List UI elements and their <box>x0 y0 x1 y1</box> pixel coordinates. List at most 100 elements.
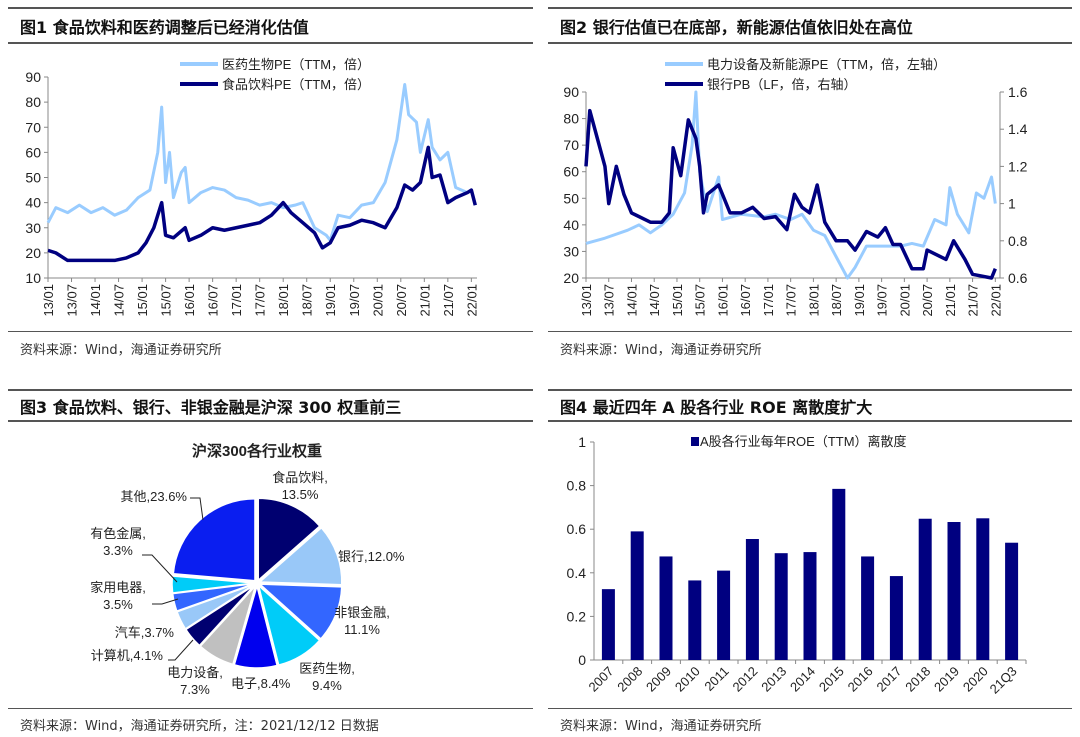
divider <box>8 708 533 709</box>
x-tick-label: 18/07 <box>829 284 844 317</box>
pie-label-name: 银行, <box>338 549 368 564</box>
pie-label: 非银金融, <box>334 605 390 620</box>
pie-label: 电力设备, <box>167 665 223 680</box>
pie-label-name: 计算机, <box>91 648 134 663</box>
x-tick-label: 20/01 <box>370 284 385 317</box>
legend-label: A股各行业每年ROE（TTM）离散度 <box>700 434 907 449</box>
y-tick-label: 10 <box>25 270 41 286</box>
y-tick-label: 50 <box>563 190 579 206</box>
x-tick-label: 19/07 <box>875 284 890 317</box>
y-tick-label: 50 <box>25 170 41 186</box>
x-tick-label: 19/01 <box>323 284 338 317</box>
bar <box>947 522 961 660</box>
bar <box>889 576 903 660</box>
y2-tick-label: 0.6 <box>1008 270 1028 286</box>
pie-label-pct: 3.3% <box>103 543 133 558</box>
divider <box>548 7 1072 9</box>
pie-slice <box>172 498 256 582</box>
pie-label: 电子,8.4% <box>231 676 291 691</box>
y-tick-label: 0.6 <box>567 521 587 537</box>
x-tick-label: 19/07 <box>347 284 362 317</box>
divider <box>8 420 533 422</box>
x-tick-label: 17/07 <box>784 284 799 317</box>
x-tick-label: 17/07 <box>253 284 268 317</box>
x-tick-label: 13/01 <box>579 284 594 317</box>
divider <box>8 331 533 332</box>
y-tick-label: 0 <box>578 652 586 668</box>
legend-label: 食品饮料PE（TTM，倍） <box>222 77 370 92</box>
bar <box>1005 542 1019 660</box>
figure-1-source: 资料来源：Wind，海通证券研究所 <box>20 343 222 358</box>
x-tick-label: 14/07 <box>112 284 127 317</box>
divider <box>548 331 1072 332</box>
x-tick-label: 15/01 <box>135 284 150 317</box>
pie-label-pct: 12.0% <box>368 549 405 564</box>
x-tick-label: 16/07 <box>738 284 753 317</box>
y2-tick-label: 1.6 <box>1008 84 1028 100</box>
y2-tick-label: 1 <box>1008 196 1016 212</box>
bar <box>976 518 990 660</box>
bar <box>630 531 644 660</box>
x-tick-label: 2009 <box>643 664 674 695</box>
x-tick-label: 2007 <box>585 664 616 695</box>
series-line-1 <box>46 83 477 242</box>
y-tick-label: 40 <box>563 217 579 233</box>
pie-label-pct: 7.3% <box>180 682 210 697</box>
bar <box>774 553 788 660</box>
x-tick-label: 2012 <box>729 664 760 695</box>
bar <box>861 556 875 660</box>
y-tick-label: 0.2 <box>567 608 587 624</box>
y-tick-label: 0.8 <box>567 478 587 494</box>
pie-leader-line <box>168 639 194 661</box>
divider <box>548 389 1072 391</box>
pie-label-pct: 3.7% <box>144 625 174 640</box>
divider <box>8 7 533 9</box>
figure-3-source: 资料来源：Wind，海通证券研究所，注：2021/12/12 日数据 <box>20 719 379 734</box>
pie-label: 计算机,4.1% <box>91 648 164 663</box>
x-tick-label: 21/01 <box>417 284 432 317</box>
x-tick-label: 13/07 <box>65 284 80 317</box>
x-tick-label: 17/01 <box>761 284 776 317</box>
x-tick-label: 18/01 <box>806 284 821 317</box>
pie-label: 有色金属, <box>90 526 146 541</box>
y-tick-label: 80 <box>563 111 579 127</box>
x-tick-label: 14/07 <box>647 284 662 317</box>
y-tick-label: 30 <box>563 243 579 259</box>
pie-title: 沪深300各行业权重 <box>192 442 322 460</box>
pie-label-name: 电子, <box>231 676 261 691</box>
x-tick-label: 20/07 <box>394 284 409 317</box>
bar <box>688 580 702 660</box>
x-tick-label: 21/07 <box>966 284 981 317</box>
x-tick-label: 21/07 <box>441 284 456 317</box>
x-tick-label: 20/01 <box>897 284 912 317</box>
y-tick-label: 60 <box>563 164 579 180</box>
series-line-2 <box>584 108 997 280</box>
y-tick-label: 20 <box>563 270 579 286</box>
divider <box>8 42 533 44</box>
x-tick-label: 2008 <box>614 664 645 695</box>
legend-label: 医药生物PE（TTM，倍） <box>222 57 370 72</box>
series-line-2 <box>47 145 477 263</box>
x-tick-label: 22/01 <box>988 284 1003 317</box>
pie-slice <box>257 583 321 666</box>
divider <box>548 420 1072 422</box>
figure-2-source: 资料来源：Wind，海通证券研究所 <box>560 343 762 358</box>
x-tick-label: 2019 <box>931 664 962 695</box>
bar <box>832 488 846 660</box>
x-tick-label: 2016 <box>845 664 876 695</box>
x-tick-label: 21/01 <box>943 284 958 317</box>
pie-leader-line <box>190 497 204 521</box>
figure-4-source: 资料来源：Wind，海通证券研究所 <box>560 719 762 734</box>
x-tick-label: 16/01 <box>715 284 730 317</box>
legend-label: 银行PB（LF，倍，右轴） <box>707 77 857 92</box>
x-tick-label: 2018 <box>902 664 933 695</box>
x-tick-label: 16/01 <box>182 284 197 317</box>
x-tick-label: 2015 <box>816 664 847 695</box>
figure-3-title: 图3 食品饮料、银行、非银金融是沪深 300 权重前三 <box>20 398 402 417</box>
x-tick-label: 21Q3 <box>987 664 1020 697</box>
bar <box>717 570 731 660</box>
pie-leader-line <box>152 598 179 605</box>
y-tick-label: 70 <box>25 119 41 135</box>
x-tick-label: 15/01 <box>670 284 685 317</box>
